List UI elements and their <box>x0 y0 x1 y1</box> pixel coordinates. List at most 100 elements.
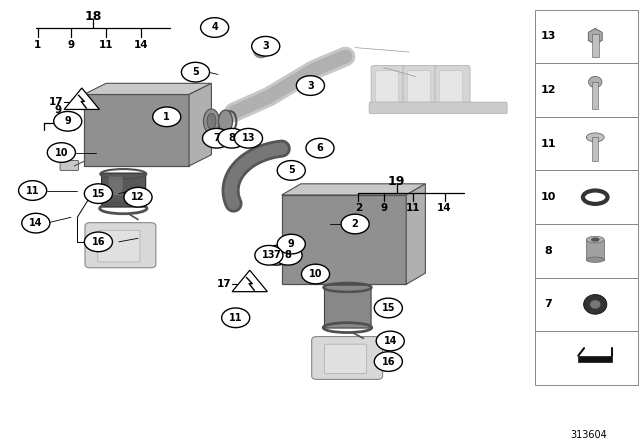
Text: 7: 7 <box>273 250 280 260</box>
Text: 11: 11 <box>229 313 243 323</box>
Circle shape <box>19 181 47 200</box>
Text: 10: 10 <box>54 147 68 158</box>
Bar <box>534 278 638 331</box>
Text: 11: 11 <box>405 203 420 213</box>
Text: 9: 9 <box>65 116 71 126</box>
Text: 18: 18 <box>84 10 102 23</box>
Circle shape <box>218 129 246 148</box>
Bar <box>534 63 638 117</box>
Polygon shape <box>282 184 426 195</box>
Text: 14: 14 <box>29 218 43 228</box>
Circle shape <box>153 107 180 127</box>
FancyBboxPatch shape <box>312 336 383 379</box>
Text: 3: 3 <box>262 41 269 51</box>
Text: 12: 12 <box>131 192 145 202</box>
Ellipse shape <box>586 257 604 263</box>
Text: 11: 11 <box>99 40 113 50</box>
Circle shape <box>374 352 403 371</box>
Circle shape <box>54 112 82 131</box>
Text: 13: 13 <box>541 31 556 41</box>
Circle shape <box>22 213 50 233</box>
Circle shape <box>255 246 283 265</box>
Text: 9: 9 <box>54 105 61 115</box>
Circle shape <box>84 184 113 203</box>
Text: 13: 13 <box>242 133 255 143</box>
Polygon shape <box>579 356 612 362</box>
FancyBboxPatch shape <box>102 173 146 207</box>
Text: 16: 16 <box>381 357 395 366</box>
Ellipse shape <box>590 300 600 309</box>
Text: 14: 14 <box>134 40 148 50</box>
FancyBboxPatch shape <box>109 177 123 195</box>
Polygon shape <box>84 83 211 95</box>
Text: 9: 9 <box>67 40 74 50</box>
Text: 15: 15 <box>92 189 105 198</box>
Bar <box>592 138 598 161</box>
Bar <box>586 240 604 260</box>
Text: 5: 5 <box>288 165 294 176</box>
Circle shape <box>124 187 152 207</box>
Ellipse shape <box>584 295 607 314</box>
Circle shape <box>234 129 262 148</box>
Text: 10: 10 <box>308 269 323 279</box>
Text: 17: 17 <box>49 97 63 107</box>
Ellipse shape <box>218 110 232 133</box>
Circle shape <box>341 214 369 234</box>
Text: 16: 16 <box>92 237 105 247</box>
Text: 7: 7 <box>545 299 552 310</box>
Circle shape <box>221 308 250 327</box>
FancyBboxPatch shape <box>376 71 399 105</box>
Circle shape <box>252 36 280 56</box>
Ellipse shape <box>586 236 604 243</box>
FancyBboxPatch shape <box>403 65 438 110</box>
FancyBboxPatch shape <box>98 230 140 262</box>
Text: 10: 10 <box>541 192 556 202</box>
Circle shape <box>301 264 330 284</box>
Circle shape <box>47 143 76 162</box>
Circle shape <box>181 62 209 82</box>
Circle shape <box>202 129 230 148</box>
FancyBboxPatch shape <box>60 160 79 170</box>
FancyBboxPatch shape <box>85 223 156 268</box>
FancyBboxPatch shape <box>440 71 463 105</box>
Text: 1: 1 <box>163 112 170 122</box>
Circle shape <box>84 232 113 252</box>
Circle shape <box>277 160 305 180</box>
Text: 8: 8 <box>228 133 236 143</box>
Bar <box>592 82 598 109</box>
Polygon shape <box>588 28 602 44</box>
Text: 15: 15 <box>381 303 395 313</box>
FancyBboxPatch shape <box>408 71 431 105</box>
Bar <box>534 9 638 63</box>
Text: 19: 19 <box>388 175 405 188</box>
FancyBboxPatch shape <box>324 285 371 328</box>
Circle shape <box>376 331 404 351</box>
Polygon shape <box>232 270 268 292</box>
Bar <box>534 224 638 278</box>
Text: 7: 7 <box>213 133 220 143</box>
FancyBboxPatch shape <box>324 344 367 374</box>
Text: 9: 9 <box>288 239 294 249</box>
Bar <box>534 117 638 170</box>
Polygon shape <box>84 95 189 166</box>
Text: 5: 5 <box>192 67 199 77</box>
Circle shape <box>274 246 302 265</box>
Circle shape <box>374 298 403 318</box>
Polygon shape <box>64 88 99 109</box>
Text: 17: 17 <box>217 279 232 289</box>
Ellipse shape <box>207 113 216 129</box>
Circle shape <box>262 246 291 265</box>
Text: 14: 14 <box>437 203 452 213</box>
Bar <box>591 34 599 56</box>
FancyBboxPatch shape <box>369 102 507 114</box>
Text: 11: 11 <box>541 138 556 149</box>
Text: 1: 1 <box>34 40 42 50</box>
Text: 9: 9 <box>380 203 387 213</box>
Text: 8: 8 <box>285 250 291 260</box>
Text: 14: 14 <box>383 336 397 346</box>
Text: 13: 13 <box>262 250 276 260</box>
Polygon shape <box>406 184 426 284</box>
Text: 12: 12 <box>541 85 556 95</box>
Ellipse shape <box>204 109 220 134</box>
Ellipse shape <box>591 238 599 241</box>
